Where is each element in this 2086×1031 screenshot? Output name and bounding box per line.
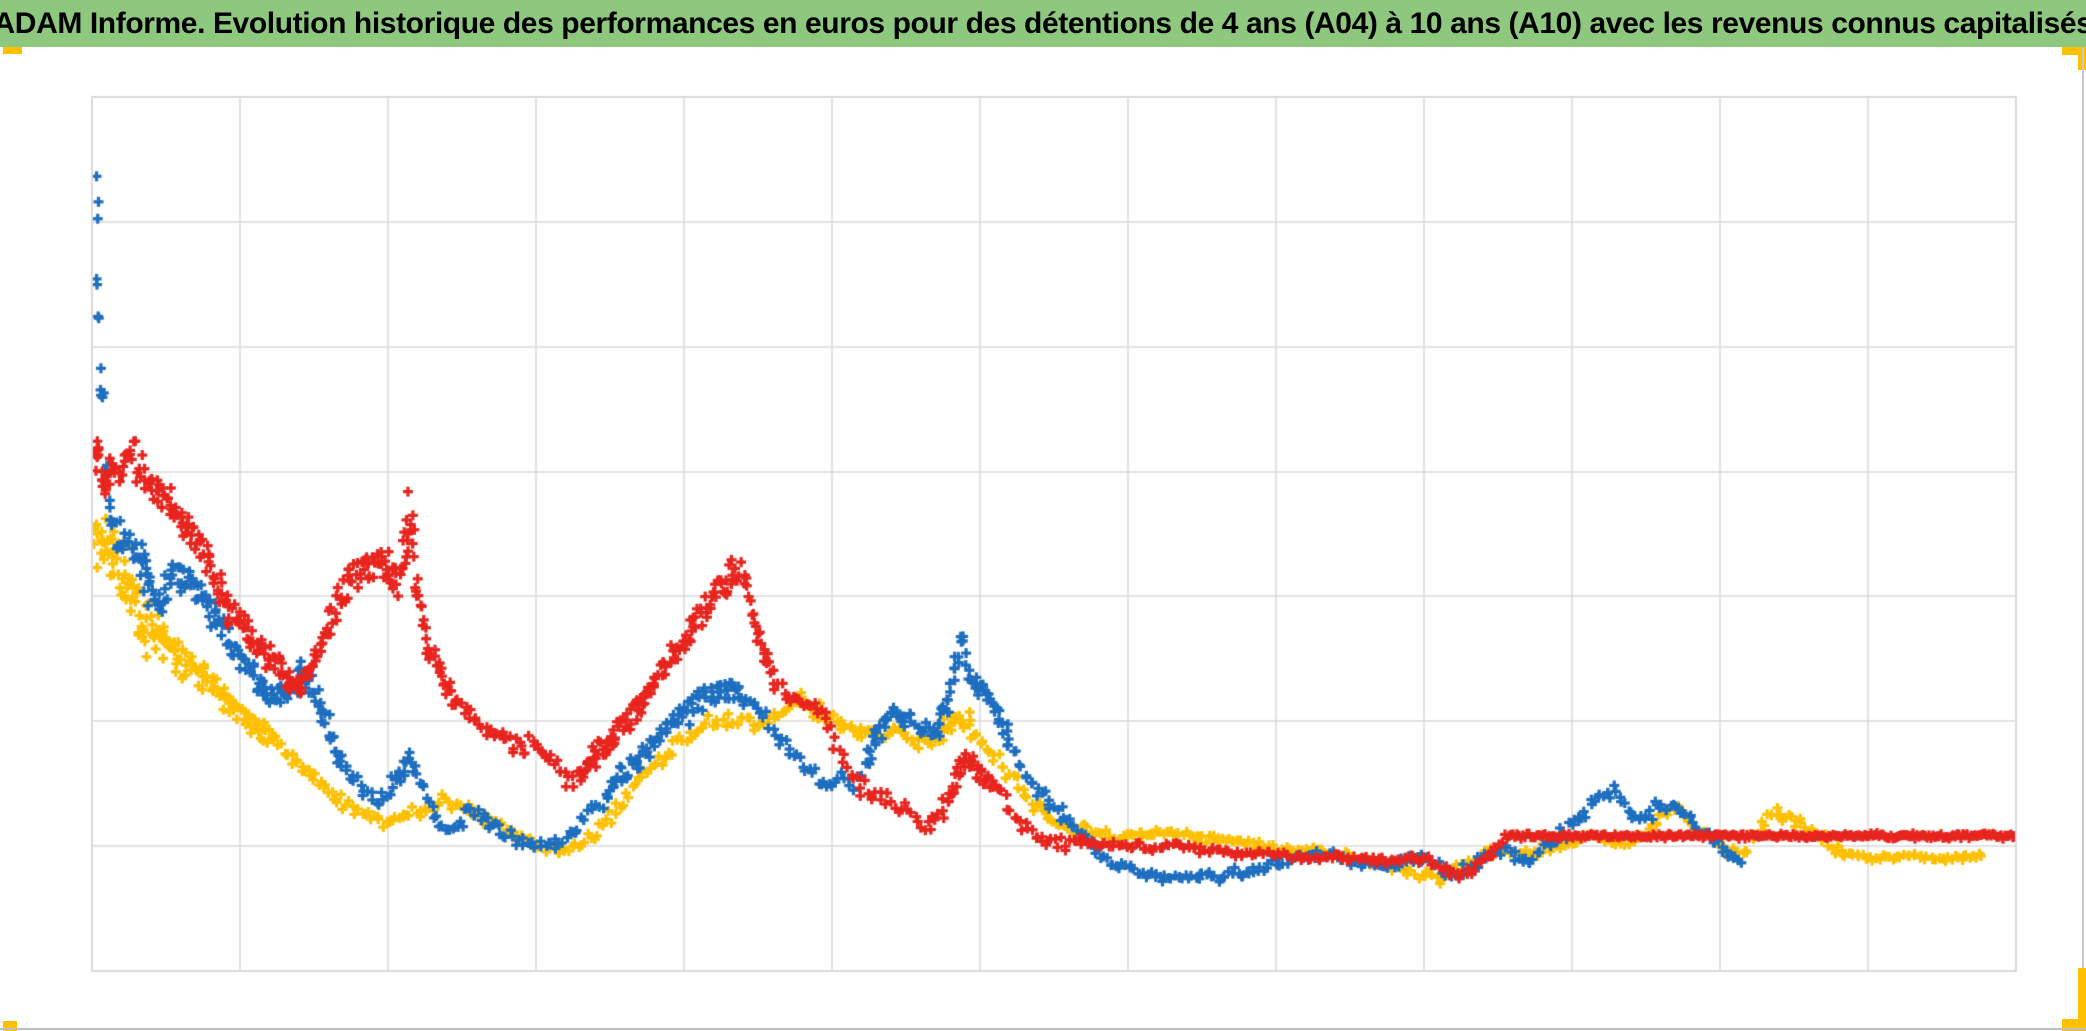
page-edge-line-right: [2082, 47, 2084, 968]
page-break-marker-top-left: [3, 47, 22, 54]
page-break-marker-top-right: [2062, 47, 2086, 55]
sheet-bottom-border: [0, 1028, 2086, 1030]
report-title: ADAM Informe. Evolution historique des p…: [0, 6, 2086, 40]
page-break-marker-bottom-left: [3, 1021, 17, 1031]
report-title-bar[interactable]: ADAM Informe. Evolution historique des p…: [0, 0, 2086, 47]
page-break-marker-bottom-right-vertical: [2078, 968, 2086, 1031]
